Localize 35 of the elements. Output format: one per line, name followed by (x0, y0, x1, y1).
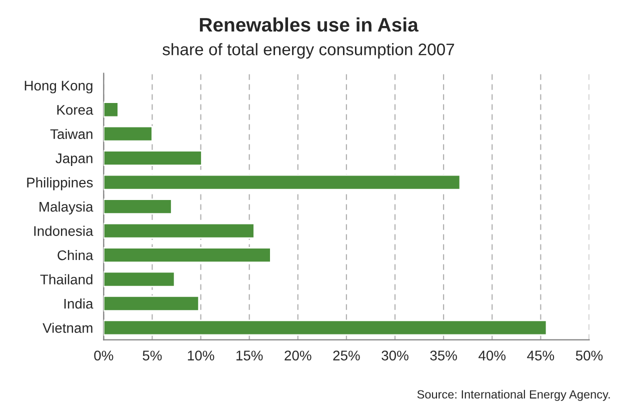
bar (104, 174, 461, 190)
x-tick-label: 45% (527, 350, 554, 360)
bar (104, 198, 172, 215)
y-tick-label: Japan (56, 154, 92, 166)
y-tick-label: Thailand (40, 274, 92, 284)
y-tick-label: Malaysia (40, 202, 94, 214)
x-tick-label: 50% (576, 350, 603, 360)
bar (104, 271, 176, 288)
bar (104, 102, 119, 118)
y-tick-label: Taiwan (50, 128, 92, 140)
chart-subtitle: share of total energy consumption 2007 (162, 43, 454, 59)
x-tick-label: 10% (188, 350, 214, 360)
x-tick-label: 20% (284, 350, 312, 360)
bar (104, 222, 255, 239)
bar (104, 150, 202, 166)
x-tick-label: 5% (142, 350, 162, 360)
source-note: Source: International Energy Agency. (417, 390, 610, 401)
chart-title: Renewables use in Asia (200, 17, 418, 32)
bar (104, 126, 153, 142)
y-tick-label: Korea (57, 105, 94, 115)
x-tick-label: 0% (94, 350, 114, 360)
y-tick-label: Hong Kong (24, 80, 92, 94)
x-tick-label: 15% (236, 350, 263, 360)
y-tick-label: Vietnam (42, 322, 92, 333)
y-tick-label: Indonesia (34, 226, 94, 236)
y-tick-label: India (64, 298, 94, 309)
bar (104, 320, 548, 336)
y-tick-label: China (58, 250, 94, 260)
y-tick-label: Philippines (27, 177, 93, 190)
x-tick-label: 25% (333, 350, 360, 360)
x-tick-label: 30% (382, 350, 408, 360)
bar (104, 247, 272, 263)
bar (104, 296, 200, 312)
x-tick-label: 35% (430, 350, 457, 360)
x-tick-label: 40% (478, 350, 506, 360)
